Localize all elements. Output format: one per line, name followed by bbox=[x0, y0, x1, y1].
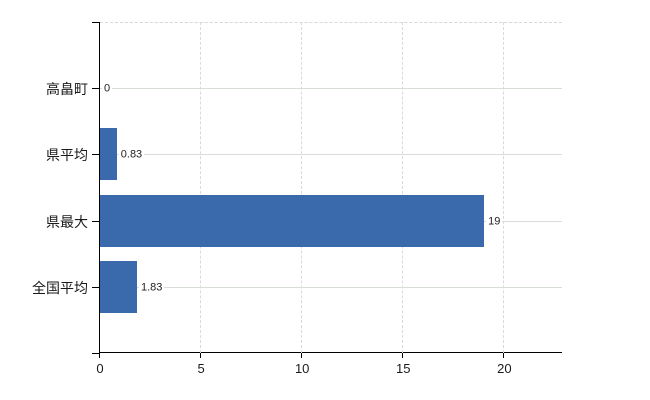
bar bbox=[100, 128, 117, 181]
x-tick-label: 10 bbox=[294, 361, 310, 376]
category-label: 全国平均 bbox=[32, 279, 88, 296]
plot-area bbox=[99, 22, 562, 353]
x-gridline bbox=[503, 22, 505, 353]
plot-top-gridline bbox=[100, 22, 562, 23]
category-axis-tick bbox=[92, 286, 99, 288]
value-label: 19 bbox=[486, 215, 503, 229]
x-axis-tick bbox=[99, 353, 100, 358]
category-gridline bbox=[100, 154, 562, 156]
bar bbox=[100, 194, 485, 247]
category-gridline bbox=[100, 286, 562, 288]
x-gridline bbox=[200, 22, 202, 353]
value-label: 0.83 bbox=[118, 148, 145, 162]
x-axis-tick bbox=[503, 353, 505, 358]
bar bbox=[100, 260, 137, 313]
category-axis-tick bbox=[92, 154, 99, 156]
x-tick-label: 0 bbox=[96, 361, 104, 376]
x-axis-tick bbox=[200, 353, 202, 358]
x-gridline bbox=[402, 22, 404, 353]
category-axis-tick bbox=[92, 22, 99, 23]
value-label: 1.83 bbox=[138, 281, 165, 295]
x-gridline bbox=[301, 22, 303, 353]
x-tick-label: 20 bbox=[497, 361, 512, 376]
category-axis-tick bbox=[92, 220, 99, 222]
category-label: 県平均 bbox=[46, 147, 88, 164]
x-tick-label: 5 bbox=[197, 361, 205, 376]
category-label: 県最大 bbox=[46, 213, 88, 230]
category-axis-tick bbox=[92, 88, 99, 90]
x-axis-tick bbox=[402, 353, 404, 358]
x-axis-tick bbox=[301, 353, 303, 358]
category-label: 高畠町 bbox=[46, 81, 88, 98]
category-gridline bbox=[100, 88, 562, 90]
x-tick-label: 15 bbox=[396, 361, 411, 376]
value-label: 0 bbox=[102, 82, 113, 96]
category-axis-tick bbox=[92, 353, 99, 354]
